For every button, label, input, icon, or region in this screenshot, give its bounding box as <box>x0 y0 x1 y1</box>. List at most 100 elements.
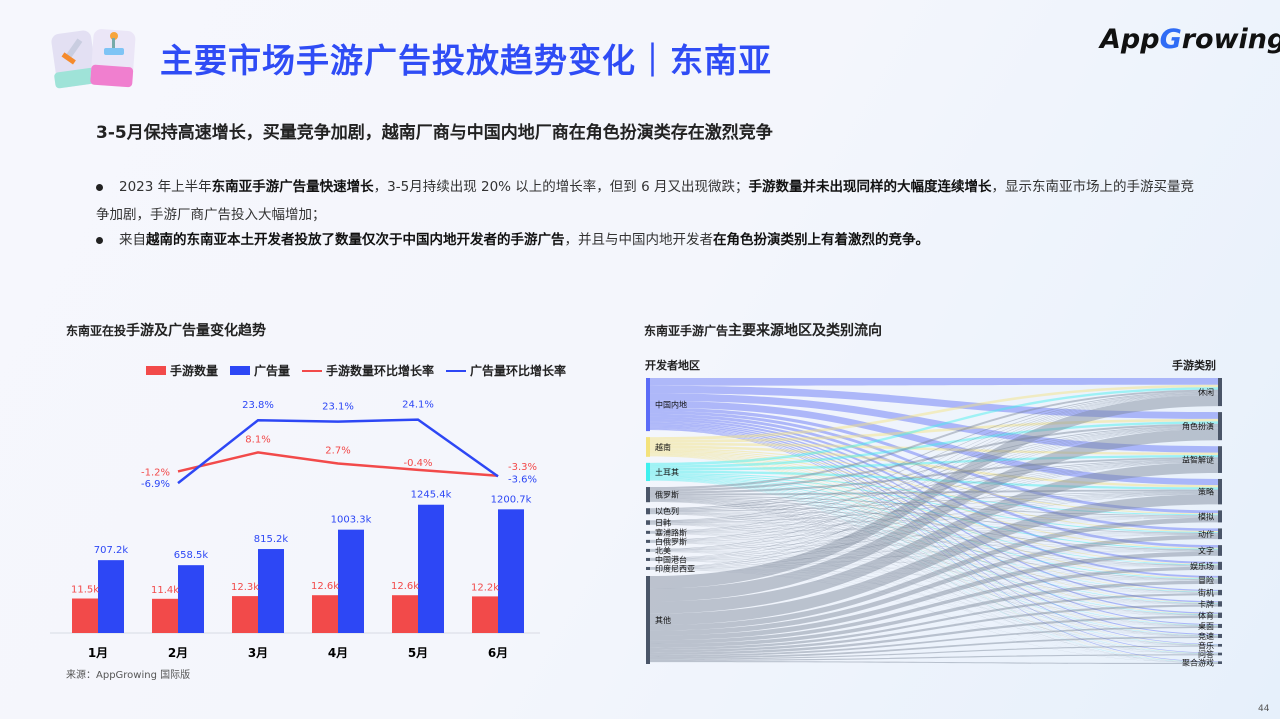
sankey-flow <box>650 569 1218 655</box>
sankey-flow <box>650 560 1218 637</box>
sankey-flow <box>650 524 1218 616</box>
source-label: 北美 <box>655 545 671 555</box>
source-note: 来源：AppGrowing 国际版 <box>66 670 191 681</box>
source-node <box>646 530 650 534</box>
sankey-flow <box>650 604 1218 653</box>
sankey-flow <box>650 523 1218 593</box>
source-label: 俄罗斯 <box>655 490 679 500</box>
sankey-flow <box>650 476 1218 566</box>
sankey-flow <box>650 551 1218 616</box>
left-axis-header: 开发者地区 <box>645 359 700 372</box>
sankey-flow <box>650 569 1218 663</box>
sankey-flow <box>650 391 1218 510</box>
sankey-flow <box>650 497 1218 551</box>
x-tick-label: 2月 <box>168 646 188 660</box>
sankey-flow <box>650 428 1218 568</box>
sankey-flow <box>650 513 1218 626</box>
sankey-flow <box>650 517 1218 551</box>
sankey-flow <box>650 455 1218 636</box>
source-label: 以色列 <box>655 506 679 516</box>
sankey-flow <box>650 478 1218 615</box>
sankey-flow <box>650 475 1218 550</box>
sankey-flow <box>650 478 1218 604</box>
source-label: 土耳其 <box>655 467 679 477</box>
sankey-flow <box>650 660 1218 664</box>
sankey-flow <box>650 517 1218 560</box>
target-label: 街机 <box>1198 588 1214 598</box>
sankey-flow <box>650 394 1218 589</box>
sankey-flow <box>650 460 1218 533</box>
sankey-flow <box>650 454 1218 615</box>
sankey-flow <box>650 500 1218 626</box>
sankey-flow <box>650 427 1218 645</box>
sankey-flow <box>650 500 1218 636</box>
target-node <box>1218 601 1222 607</box>
left-chart-title: 东南亚在投手游及广告量变化趋势 <box>66 323 267 339</box>
bar-ad-volume <box>338 529 364 633</box>
sankey-flow <box>650 427 1218 550</box>
sankey-flow <box>650 499 1218 593</box>
sankey-flow <box>650 524 1218 627</box>
source-node <box>646 437 650 457</box>
target-node <box>1218 478 1222 505</box>
target-label: 娱乐场 <box>1190 561 1214 571</box>
target-label: 桌面 <box>1198 621 1214 631</box>
source-label: 其他 <box>655 615 671 625</box>
sankey-flow <box>650 421 1218 469</box>
target-node <box>1218 378 1222 407</box>
sankey-flow <box>650 534 1218 551</box>
sankey-flow <box>650 533 1218 663</box>
legend-item: 手游数量 <box>146 362 218 379</box>
source-node <box>646 576 650 664</box>
sankey-flow <box>650 462 1218 614</box>
sankey-flow <box>650 534 1218 570</box>
sankey-flow <box>650 524 1218 637</box>
source-label: 塞浦路斯 <box>655 527 687 537</box>
bar-label: 12.6k <box>391 581 419 592</box>
sankey-flow <box>650 424 1218 614</box>
bar-label: 707.2k <box>94 545 129 556</box>
sankey-flow <box>650 453 1218 604</box>
sankey-flow <box>650 491 1218 523</box>
sankey-flow <box>650 551 1218 627</box>
bar-game-count <box>392 595 418 633</box>
target-node <box>1218 545 1222 556</box>
source-label: 白俄罗斯 <box>655 536 687 546</box>
legend-item: 广告量 <box>230 362 290 379</box>
sankey-flow <box>650 523 1218 551</box>
source-label: 印度尼西亚 <box>655 563 695 573</box>
line-point-label: 23.8% <box>242 400 274 411</box>
x-tick-label: 1月 <box>88 646 108 660</box>
sankey-flow <box>650 514 1218 663</box>
target-node <box>1218 652 1222 656</box>
sankey-flow <box>650 410 1218 532</box>
source-node <box>646 462 650 482</box>
x-tick-label: 3月 <box>248 646 268 660</box>
sankey-flow <box>650 461 1218 551</box>
sankey-flow <box>650 524 1218 605</box>
x-tick-label: 6月 <box>488 646 508 660</box>
sankey-flow <box>650 393 1218 541</box>
sankey-flow <box>650 498 1218 566</box>
source-node <box>646 378 650 432</box>
target-node <box>1218 623 1222 628</box>
sankey-flow <box>650 454 1218 626</box>
sankey-flow <box>650 524 1218 663</box>
sankey-flow <box>650 551 1218 581</box>
line-point-label: 23.1% <box>322 402 354 413</box>
sankey-flow <box>650 513 1218 604</box>
sankey-flow <box>650 517 1218 631</box>
sankey-flow <box>650 560 1218 663</box>
sankey-flow <box>650 593 1218 651</box>
sankey-flow <box>650 524 1218 646</box>
sankey-flow <box>650 491 1218 512</box>
bar-game-count <box>312 595 338 633</box>
sankey-flow <box>650 615 1218 655</box>
appgrowing-logo: AppGrowing <box>1100 24 1280 55</box>
target-label: 模拟 <box>1198 511 1214 521</box>
sankey-flow <box>650 452 1218 579</box>
sankey-flow <box>650 413 1218 548</box>
sankey-flow <box>650 442 1218 456</box>
sankey-flow <box>650 493 1218 560</box>
